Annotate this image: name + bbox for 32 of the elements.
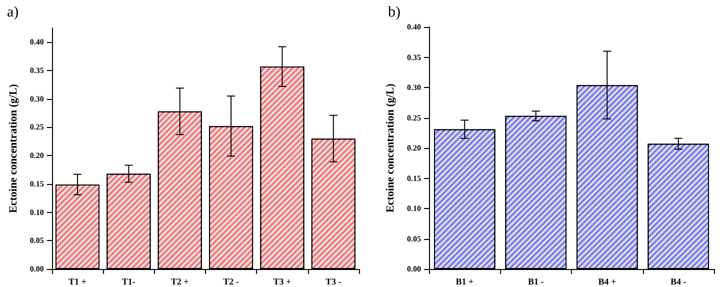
y-tick-label: 0.30 (407, 83, 421, 92)
y-tick-label: 0.00 (407, 264, 421, 274)
x-tick-label: B4 - (670, 276, 686, 286)
chart-title: a) (7, 4, 19, 20)
y-tick-label: 0.35 (30, 66, 44, 76)
y-tick-label: 0.05 (30, 236, 44, 246)
y-axis-title: Ectoine concentration (g/L) (8, 84, 20, 213)
y-tick-label: 0.15 (407, 174, 421, 183)
x-tick-label: B1 + (456, 276, 474, 286)
y-tick-label: 0.00 (30, 264, 44, 274)
y-tick-label: 0.15 (30, 179, 44, 188)
y-tick-label: 0.40 (407, 22, 421, 32)
y-tick-label: 0.25 (30, 122, 44, 132)
y-tick-label: 0.20 (407, 144, 421, 152)
x-tick-label: T2 - (223, 276, 239, 286)
y-tick-label: 0.30 (30, 94, 44, 104)
x-tick-label: B4 + (598, 276, 616, 286)
y-tick-label: 0.25 (407, 113, 421, 122)
y-tick-label: 0.20 (30, 151, 44, 160)
y-tick-label: 0.10 (30, 208, 44, 217)
x-tick-label: T1 + (68, 276, 86, 286)
x-tick-label: T2 + (170, 276, 189, 286)
x-tick-label: B1 - (528, 276, 544, 286)
x-tick-label: T1- (122, 276, 136, 286)
y-tick-label: 0.05 (407, 234, 421, 244)
y-tick-label: 0.40 (30, 38, 44, 47)
y-axis-title: Ectoine concentration (g/L) (384, 83, 397, 212)
x-tick-label: T3 - (326, 276, 342, 286)
y-tick-label: 0.10 (407, 204, 421, 213)
chart-title: b) (388, 4, 400, 20)
y-tick-label: 0.35 (407, 52, 421, 62)
x-tick-label: T3 + (273, 276, 292, 286)
